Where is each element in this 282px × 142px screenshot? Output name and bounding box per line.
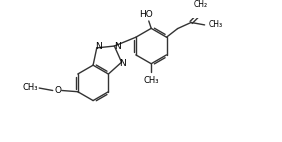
Text: CH₃: CH₃: [144, 76, 159, 85]
Text: O: O: [55, 86, 62, 95]
Text: CH₂: CH₂: [194, 0, 208, 9]
Text: CH₃: CH₃: [23, 83, 38, 92]
Text: CH₃: CH₃: [209, 20, 223, 29]
Text: N: N: [119, 59, 126, 68]
Text: N: N: [95, 42, 101, 51]
Text: HO: HO: [139, 10, 153, 18]
Text: N: N: [114, 42, 121, 51]
